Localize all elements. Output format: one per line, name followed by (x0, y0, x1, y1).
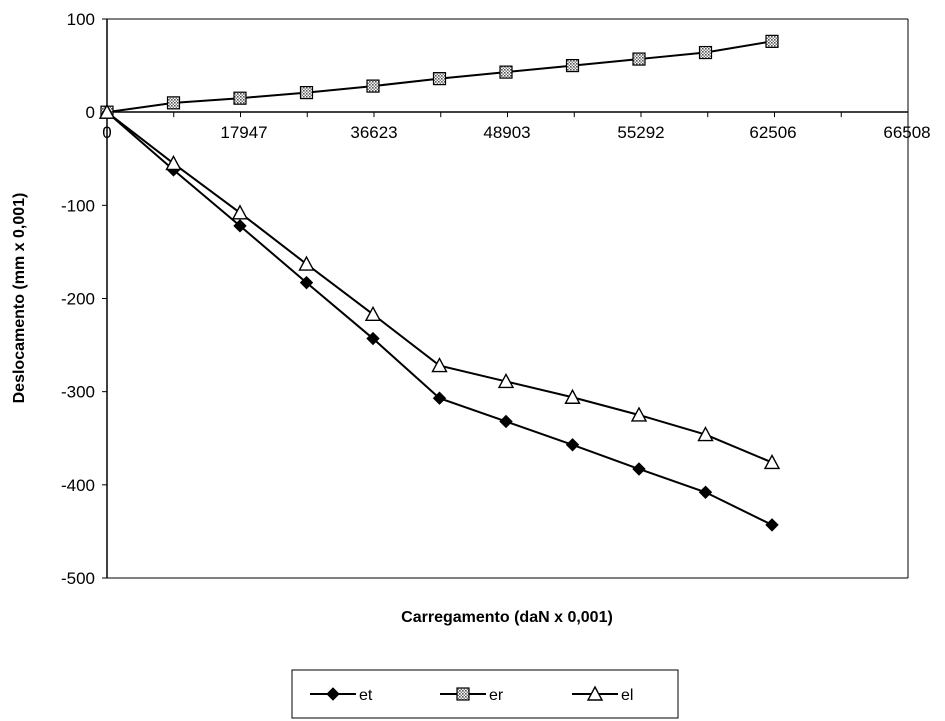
series-line-et (106, 111, 773, 526)
point-et (565, 438, 580, 452)
x-tick-label: 17947 (220, 123, 267, 142)
point-et (299, 275, 314, 290)
point-el (165, 154, 182, 171)
point-et (698, 485, 713, 499)
series-line-el (106, 111, 773, 464)
point-legend-et (326, 687, 340, 701)
y-tick-label: -400 (61, 476, 95, 495)
point-er (233, 91, 247, 105)
x-tick-label: 55292 (617, 123, 664, 142)
point-et (765, 518, 779, 532)
y-tick-label: -500 (61, 569, 95, 588)
point-el (497, 372, 515, 389)
point-el (431, 357, 448, 373)
point-et (632, 462, 646, 476)
point-er (698, 45, 713, 60)
point-el (298, 255, 315, 271)
plot-area (106, 18, 909, 579)
x-tick-label: 0 (102, 123, 111, 142)
legend-label-et: et (359, 687, 373, 704)
point-et (499, 414, 513, 429)
y-axis-title: Deslocamento (mm x 0,001) (11, 193, 28, 404)
point-er (499, 65, 513, 79)
point-el (697, 426, 714, 442)
legend: et er el (291, 669, 679, 719)
point-legend-er (456, 687, 470, 701)
x-tick-label: 48903 (483, 123, 530, 142)
point-er (765, 34, 779, 48)
point-legend-el (586, 685, 604, 701)
point-er (632, 52, 646, 66)
point-er (166, 96, 181, 110)
y-axis-ticks: 100 0 -100 -200 -300 -400 -500 (61, 10, 107, 588)
y-tick-label: -300 (61, 383, 95, 402)
point-el (364, 305, 382, 322)
point-el (231, 204, 249, 220)
point-et (432, 391, 447, 405)
point-er (299, 86, 314, 100)
y-tick-label: 0 (86, 103, 95, 122)
point-et (366, 331, 380, 346)
point-el (630, 406, 648, 422)
x-tick-label: 66508 (883, 123, 930, 142)
legend-items: et er el (310, 685, 633, 704)
legend-label-er: er (489, 687, 504, 704)
x-tick-label: 62506 (749, 123, 796, 142)
y-tick-label: -100 (61, 196, 95, 215)
point-et (233, 219, 247, 233)
x-axis-title: Carregamento (daN x 0,001) (401, 609, 613, 626)
point-er (432, 72, 447, 86)
legend-label-el: el (621, 687, 633, 704)
x-axis-ticks: 0 17947 36623 48903 55292 62506 66508 (102, 112, 931, 142)
series-layer (98, 34, 781, 532)
y-tick-label: 100 (67, 10, 95, 29)
point-el (564, 388, 581, 404)
y-tick-label: -200 (61, 290, 95, 309)
point-el (763, 453, 781, 470)
point-er (565, 58, 580, 73)
point-el (98, 103, 116, 119)
x-tick-label: 36623 (350, 123, 397, 142)
point-er (366, 79, 380, 93)
